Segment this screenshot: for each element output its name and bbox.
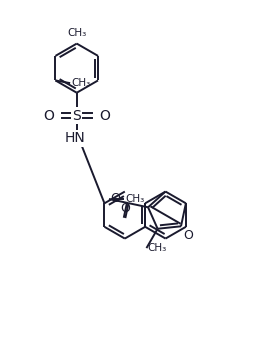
Text: O: O [99, 108, 110, 122]
Text: HN: HN [65, 131, 86, 145]
Text: CH₃: CH₃ [125, 194, 144, 204]
Text: O: O [44, 108, 54, 122]
Text: S: S [72, 108, 81, 122]
Text: CH₃: CH₃ [72, 78, 91, 88]
Text: CH₃: CH₃ [67, 28, 86, 38]
Text: O: O [120, 202, 130, 215]
Text: O: O [110, 193, 120, 205]
Text: CH₃: CH₃ [148, 243, 167, 253]
Text: O: O [183, 229, 193, 242]
